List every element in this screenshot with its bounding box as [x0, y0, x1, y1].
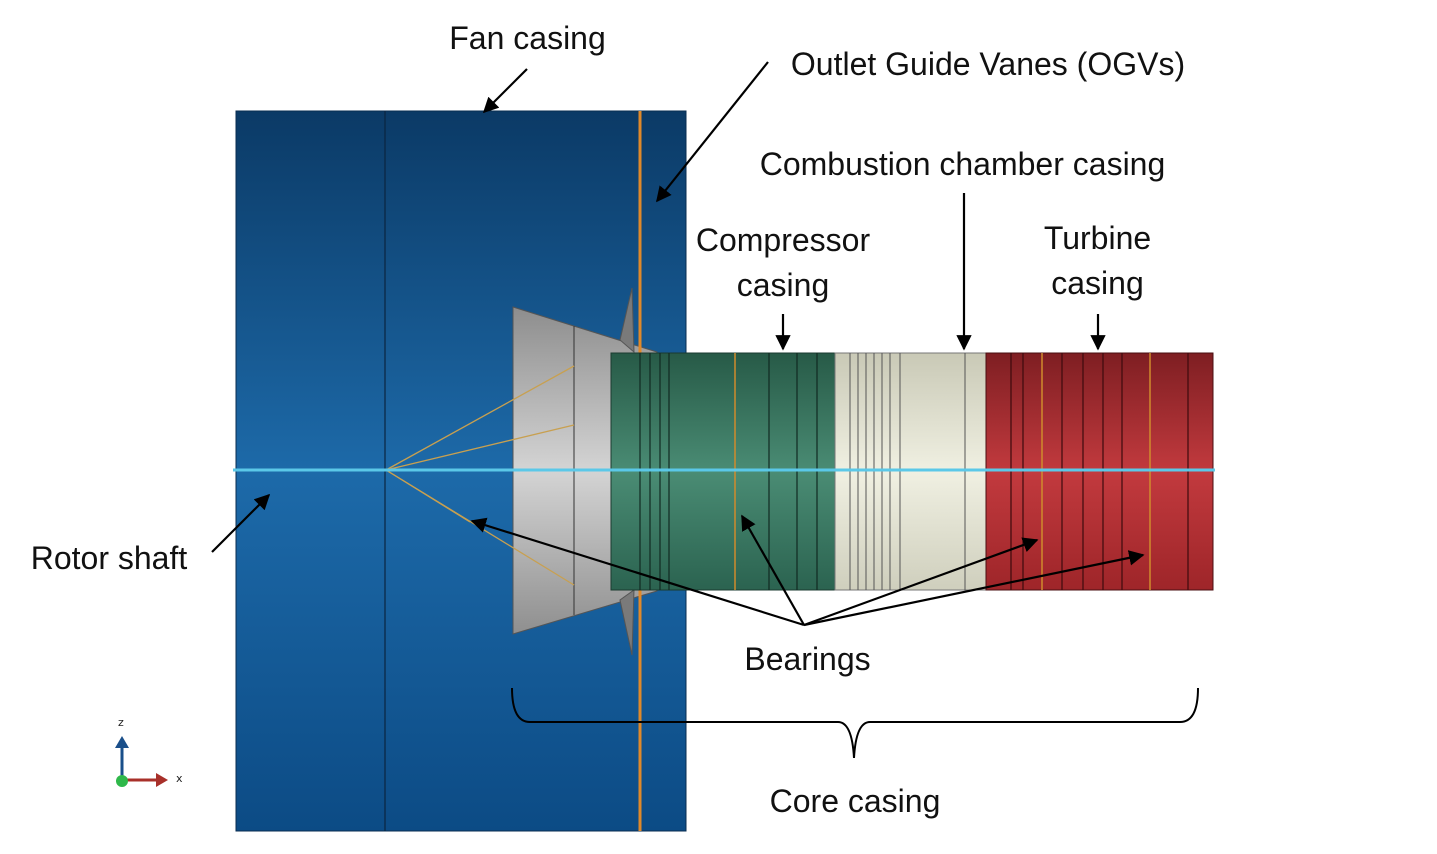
label-compressor-line1: Compressor [695, 222, 871, 258]
axis-label-x: x [176, 772, 183, 785]
label-compressor-line2: casing [736, 267, 830, 303]
core-casing-brace [511, 687, 1199, 759]
label-combustion-chamber-casing: Combustion chamber casing [759, 146, 1166, 182]
label-fan-casing: Fan casing [449, 20, 606, 56]
label-bearings: Bearings [744, 641, 871, 677]
axis-triad [115, 736, 168, 787]
axis-label-z: z [118, 716, 124, 729]
annotation-arrows [211, 61, 1145, 627]
label-rotor-shaft: Rotor shaft [30, 540, 188, 576]
label-core-casing: Core casing [769, 783, 941, 819]
label-ogvs: Outlet Guide Vanes (OGVs) [790, 46, 1186, 82]
label-turbine-line2: casing [1051, 265, 1144, 301]
label-turbine-line1: Turbine [1043, 220, 1152, 256]
